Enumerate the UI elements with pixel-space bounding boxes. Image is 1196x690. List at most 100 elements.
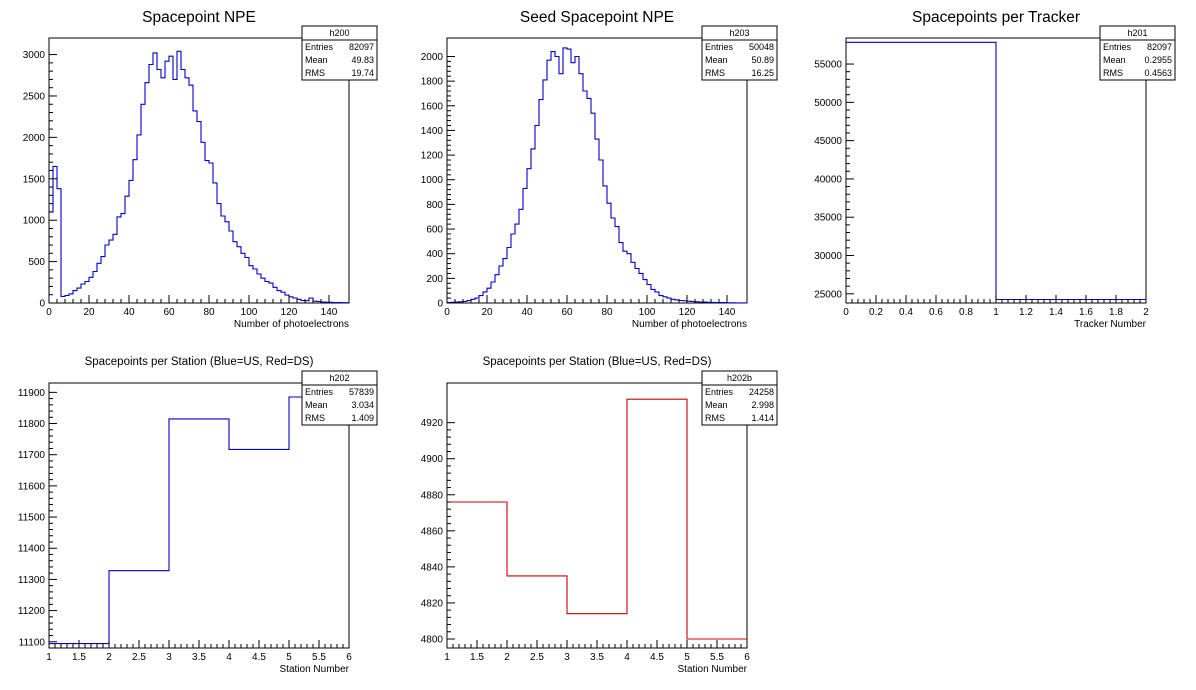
x-tick-label: 120 xyxy=(679,307,696,318)
x-tick-label: 0.2 xyxy=(869,307,883,318)
stats-mean-label: Mean xyxy=(705,400,728,410)
stats-rms-value: 0.4563 xyxy=(1144,68,1172,78)
x-axis-label: Station Number xyxy=(280,664,350,675)
y-tick-label: 400 xyxy=(426,249,443,260)
chart-title: Spacepoint NPE xyxy=(142,9,256,26)
histogram-line xyxy=(49,396,349,645)
x-tick-label: 80 xyxy=(203,307,215,318)
y-tick-label: 11900 xyxy=(18,388,46,399)
x-axis-label: Number of photoelectrons xyxy=(234,319,349,330)
chart-panel-h202b: Spacepoints per Station (Blue=US, Red=DS… xyxy=(421,356,778,675)
x-tick-label: 5 xyxy=(286,652,292,663)
x-tick-label: 2.5 xyxy=(530,652,544,663)
stats-rms-value: 1.409 xyxy=(351,413,374,423)
x-tick-label: 3.5 xyxy=(590,652,604,663)
x-tick-label: 5.5 xyxy=(312,652,326,663)
y-tick-label: 35000 xyxy=(814,213,842,224)
stats-entries-value: 82097 xyxy=(349,42,374,52)
y-tick-label: 500 xyxy=(28,257,45,268)
y-tick-label: 30000 xyxy=(814,251,842,262)
x-tick-label: 5 xyxy=(684,652,690,663)
stats-name: h202 xyxy=(329,373,349,383)
x-tick-label: 1 xyxy=(444,652,450,663)
x-tick-label: 4.5 xyxy=(650,652,664,663)
stats-box-frame xyxy=(701,370,778,426)
stats-mean-label: Mean xyxy=(705,55,728,65)
y-tick-label: 50000 xyxy=(814,98,842,109)
x-tick-label: 3 xyxy=(166,652,172,663)
x-tick-label: 1.2 xyxy=(1019,307,1033,318)
y-tick-label: 2500 xyxy=(23,91,46,102)
x-tick-label: 40 xyxy=(123,307,135,318)
y-tick-label: 11600 xyxy=(18,481,46,492)
x-tick-label: 100 xyxy=(241,307,258,318)
chart-panel-h200: Spacepoint NPE 0 500 1000 1500 2000 2500 3000 0 2… xyxy=(23,9,378,330)
stats-rms-label: RMS xyxy=(1103,68,1123,78)
plot-frame xyxy=(446,37,748,304)
y-tick-label: 11300 xyxy=(18,575,46,586)
x-tick-label: 60 xyxy=(163,307,175,318)
x-tick-label: 140 xyxy=(719,307,736,318)
y-tick-label: 25000 xyxy=(814,289,842,300)
y-tick-label: 55000 xyxy=(814,60,842,71)
stats-box-frame xyxy=(301,25,378,81)
x-tick-label: 3.5 xyxy=(192,652,206,663)
stats-rms-value: 1.414 xyxy=(751,413,774,423)
y-tick-label: 1200 xyxy=(421,151,444,162)
stats-box: h203 Entries 50048 Mean 50.89 RMS 16.25 xyxy=(701,25,778,81)
chart-panel-h203: Seed Spacepoint NPE020040060080010001200… xyxy=(421,9,778,330)
y-tick-label: 0 xyxy=(437,299,443,310)
chart-panel-h202: Spacepoints per Station (Blue=US, Red=DS… xyxy=(18,356,378,675)
stats-name: h203 xyxy=(729,28,749,38)
x-tick-label: 4 xyxy=(226,652,232,663)
stats-mean-label: Mean xyxy=(1103,55,1126,65)
y-tick-label: 11700 xyxy=(18,450,46,461)
stats-box-frame xyxy=(701,25,778,81)
stats-entries-label: Entries xyxy=(1103,42,1132,52)
x-tick-label: 20 xyxy=(481,307,493,318)
y-tick-label: 4800 xyxy=(421,634,444,645)
y-tick-label: 1800 xyxy=(421,77,444,88)
y-tick-label: 600 xyxy=(426,225,443,236)
y-tick-label: 4920 xyxy=(421,418,444,429)
y-tick-label: 1000 xyxy=(23,216,46,227)
x-axis-label: Tracker Number xyxy=(1074,319,1147,330)
y-tick-label: 45000 xyxy=(814,136,842,147)
y-tick-label: 800 xyxy=(426,200,443,211)
y-tick-label: 4820 xyxy=(421,598,444,609)
stats-mean-label: Mean xyxy=(305,400,328,410)
y-tick-label: 2000 xyxy=(23,133,46,144)
stats-mean-value: 50.89 xyxy=(751,55,774,65)
x-tick-label: 0 xyxy=(46,307,52,318)
y-tick-label: 4860 xyxy=(421,526,444,537)
stats-entries-label: Entries xyxy=(305,42,334,52)
x-tick-label: 4 xyxy=(624,652,630,663)
stats-box-frame xyxy=(301,370,378,426)
chart-title: Seed Spacepoint NPE xyxy=(520,9,674,26)
stats-name: h202b xyxy=(727,373,752,383)
y-tick-label: 1600 xyxy=(421,101,444,112)
stats-entries-label: Entries xyxy=(305,387,334,397)
stats-mean-value: 2.998 xyxy=(751,400,774,410)
histogram-line xyxy=(49,50,350,304)
stats-mean-value: 3.034 xyxy=(351,400,374,410)
y-tick-label: 1000 xyxy=(421,175,444,186)
x-tick-label: 6 xyxy=(346,652,352,663)
stats-mean-value: 0.2955 xyxy=(1144,55,1172,65)
y-tick-label: 0 xyxy=(39,299,45,310)
y-tick-label: 11100 xyxy=(19,637,46,648)
x-axis-label: Number of photoelectrons xyxy=(632,319,747,330)
stats-rms-label: RMS xyxy=(305,68,325,78)
y-tick-label: 11400 xyxy=(18,544,46,555)
x-tick-label: 0.8 xyxy=(959,307,973,318)
stats-rms-value: 19.74 xyxy=(351,68,374,78)
y-tick-label: 4880 xyxy=(421,490,444,501)
stats-box: h200 Entries 82097 Mean 49.83 RMS 19.74 xyxy=(301,25,378,81)
stats-entries-value: 50048 xyxy=(749,42,774,52)
x-tick-label: 0.4 xyxy=(899,307,913,318)
x-axis-label: Station Number xyxy=(678,664,748,675)
stats-box: h202b Entries 24258 Mean 2.998 RMS 1.414 xyxy=(701,370,778,426)
x-tick-label: 6 xyxy=(744,652,750,663)
x-tick-label: 100 xyxy=(639,307,656,318)
